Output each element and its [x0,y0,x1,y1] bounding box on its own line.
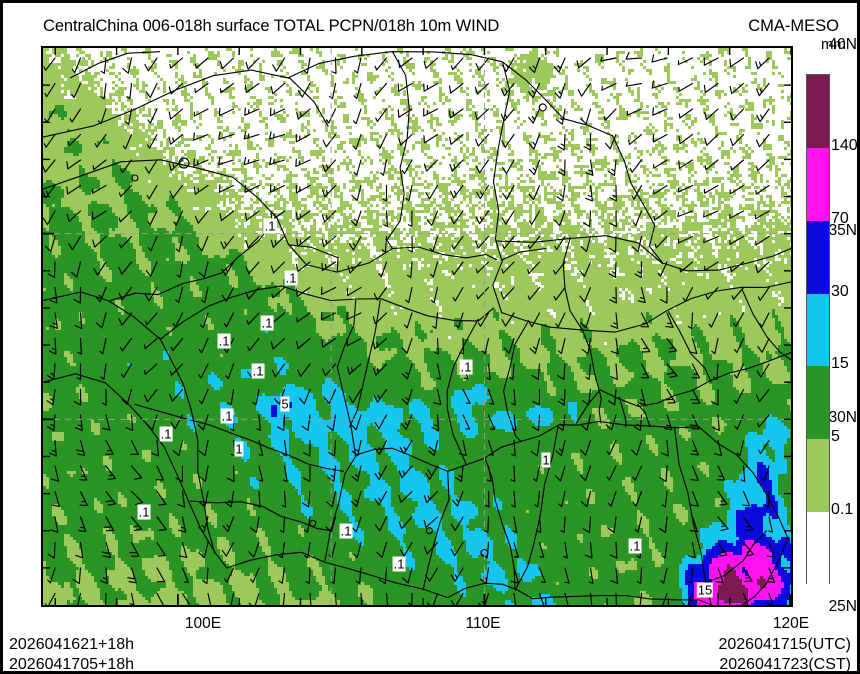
model-label: CMA-MESO [748,17,839,35]
colorbar-label-5: 5 [831,428,840,446]
contour-label: 5 [280,396,290,412]
contour-label: .1 [459,359,473,375]
colorbar-tick-labels: 140 70 30 15 5 0.1 [831,74,860,586]
colorbar-bands [806,74,830,585]
footer-right-line2: 2026041723(CST) [719,656,851,673]
colorbar-label-140: 140 [831,136,858,154]
contour-label: .1 [628,538,642,554]
colorbar-unit-label: mm [821,36,846,53]
contour-label: .1 [217,333,231,349]
contour-label: .1 [260,315,274,331]
colorbar-label-15: 15 [831,355,849,373]
colorbar [806,74,830,585]
contour-label: .1 [339,523,353,539]
map-canvas [43,48,791,605]
xtick-label-1: 110E [465,615,501,632]
contour-label: .1 [263,218,277,234]
contour-label: .1 [137,504,151,520]
colorbar-label-30: 30 [831,282,849,300]
page-title: CentralChina 006-018h surface TOTAL PCPN… [43,17,500,35]
contour-label: 1 [541,452,551,468]
footer-left-line2: 2026041705+18h [9,656,135,673]
contour-label: .1 [159,426,173,442]
colorbar-band-5 [807,439,829,513]
contour-label: .1 [392,556,406,572]
contour-label: 1 [234,441,244,457]
colorbar-band-3 [807,293,829,367]
footer-left-line1: 2026041621+18h [9,636,135,653]
map-plot-area: .1 .1 .1 .1 .1 5 .1 1 .1 .1 .1 1 .1 15 .1 .1 [41,46,793,607]
colorbar-label-70: 70 [831,209,849,227]
xtick-label-0: 100E [184,615,222,632]
colorbar-band-6 [807,512,829,585]
footer-right-line1: 2026041715(UTC) [718,636,851,653]
ytick-label-2: 30N [828,409,857,426]
xtick-label-2: 120E [772,615,810,632]
contour-label: .1 [251,363,265,379]
contour-label: .1 [284,270,298,286]
colorbar-label-0.1: 0.1 [831,501,854,519]
contour-label: 15 [696,582,714,598]
colorbar-band-4 [807,366,829,440]
ytick-label-3: 25N [828,598,857,615]
contour-label: .1 [220,408,234,424]
colorbar-band-0 [807,75,829,148]
colorbar-band-2 [807,220,829,294]
ytick-label-0: 40N [828,36,857,53]
colorbar-band-1 [807,147,829,221]
ytick-label-1: 35N [828,222,857,239]
